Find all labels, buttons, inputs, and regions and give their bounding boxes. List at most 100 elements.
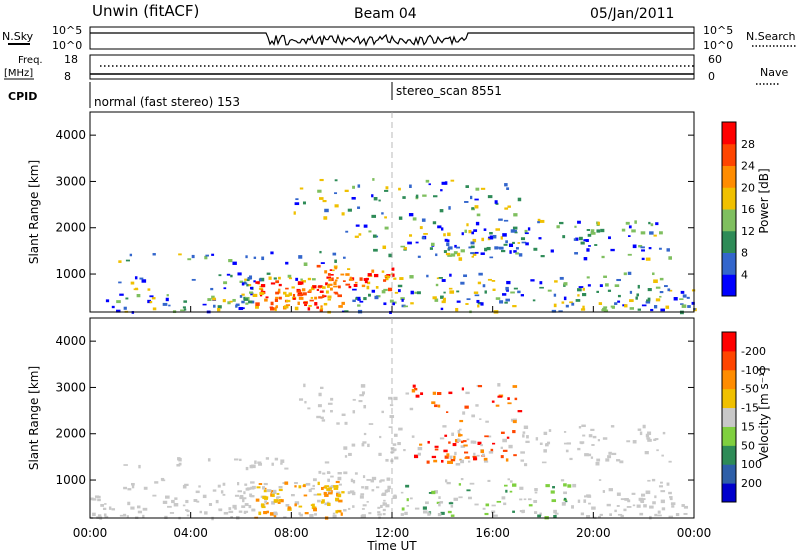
heatmap-cell	[653, 438, 657, 441]
heatmap-cell	[234, 494, 240, 497]
heatmap-cell	[669, 289, 673, 292]
heatmap-cell	[327, 492, 333, 495]
cpid-segment-1: normal (fast stereo) 153	[94, 95, 240, 109]
heatmap-cell	[642, 424, 646, 429]
heatmap-cell	[403, 247, 407, 250]
heatmap-cell	[446, 453, 450, 457]
heatmap-cell	[374, 295, 379, 300]
heatmap-cell	[208, 503, 213, 506]
heatmap-cell	[118, 260, 122, 263]
heatmap-cell	[241, 505, 246, 508]
heatmap-cell	[484, 247, 488, 252]
heatmap-cell	[434, 298, 439, 302]
heatmap-cell	[236, 482, 240, 486]
heatmap-cell	[495, 228, 501, 231]
heatmap-cell	[463, 274, 468, 278]
heatmap-cell	[406, 498, 409, 502]
heatmap-cell	[465, 185, 469, 188]
nave-tick-low: 0	[708, 70, 715, 83]
heatmap-cell	[498, 218, 503, 221]
heatmap-cell	[631, 229, 636, 233]
heatmap-cell	[243, 491, 246, 495]
heatmap-cell	[362, 441, 367, 444]
heatmap-cell	[261, 503, 265, 507]
heatmap-cell	[497, 395, 503, 398]
heatmap-cell	[431, 490, 436, 495]
heatmap-cell	[183, 300, 188, 303]
colorbar-tick-label: -50	[741, 383, 759, 396]
heatmap-cell	[599, 513, 603, 516]
heatmap-cell	[165, 495, 170, 499]
heatmap-cell	[450, 461, 453, 464]
heatmap-cell	[243, 282, 248, 285]
heatmap-cell	[664, 285, 668, 288]
heatmap-cell	[462, 440, 467, 443]
heatmap-cell	[269, 512, 274, 516]
heatmap-cell	[586, 229, 591, 231]
heatmap-cell	[491, 504, 496, 507]
heatmap-cell	[239, 458, 242, 462]
heatmap-cell	[303, 494, 308, 497]
heatmap-cell	[503, 484, 508, 487]
colorbar-tick-label: 16	[741, 203, 755, 216]
heatmap-cell	[412, 384, 416, 388]
heatmap-cell	[505, 298, 510, 302]
heatmap-cell	[654, 495, 657, 499]
heatmap-cell	[294, 503, 297, 507]
heatmap-cell	[473, 452, 476, 456]
heatmap-cell	[142, 514, 145, 519]
heatmap-cell	[470, 241, 475, 244]
heatmap-cell	[588, 502, 591, 505]
heatmap-cell	[284, 481, 289, 485]
heatmap-cell	[500, 446, 503, 449]
heatmap-cell	[605, 283, 609, 287]
heatmap-cell	[167, 505, 172, 508]
heatmap-cell	[431, 455, 437, 459]
y-tick-label: 3000	[55, 174, 86, 188]
heatmap-cell	[312, 484, 315, 487]
heatmap-cell	[337, 476, 342, 481]
heatmap-cell	[668, 256, 672, 260]
heatmap-cell	[654, 513, 658, 517]
heatmap-cell	[223, 511, 229, 515]
heatmap-cell	[541, 461, 547, 464]
heatmap-cell	[381, 270, 385, 273]
heatmap-cell	[273, 514, 277, 518]
heatmap-cell	[500, 431, 505, 434]
heatmap-cell	[103, 513, 107, 517]
heatmap-cell	[193, 499, 198, 502]
heatmap-cell	[429, 247, 433, 250]
heatmap-cell	[596, 290, 599, 293]
heatmap-cell	[588, 495, 591, 498]
heatmap-cell	[295, 198, 299, 201]
heatmap-cell	[332, 514, 337, 518]
heatmap-cell	[518, 253, 523, 257]
heatmap-cell	[149, 300, 153, 304]
heatmap-cell	[578, 286, 584, 288]
heatmap-cell	[430, 242, 435, 247]
heatmap-cell	[517, 410, 523, 413]
heatmap-cell	[565, 304, 569, 308]
heatmap-cell	[611, 452, 617, 456]
heatmap-cell	[325, 290, 329, 294]
heatmap-cell	[577, 294, 580, 297]
heatmap-cell	[138, 464, 141, 469]
heatmap-cell	[626, 440, 631, 443]
heatmap-cell	[655, 222, 659, 226]
heatmap-cell	[471, 207, 475, 210]
heatmap-cell	[571, 505, 575, 509]
heatmap-cell	[329, 269, 333, 271]
heatmap-cell	[126, 515, 129, 518]
heatmap-cell	[337, 471, 342, 475]
heatmap-cell	[432, 221, 437, 225]
heatmap-cell	[645, 301, 651, 304]
heatmap-cell	[318, 285, 323, 287]
heatmap-cell	[359, 495, 364, 499]
heatmap-cell	[652, 501, 656, 505]
heatmap-cell	[524, 229, 528, 234]
heatmap-cell	[328, 277, 332, 282]
heatmap-cell	[661, 454, 664, 457]
heatmap-cell	[90, 497, 94, 501]
heatmap-cell	[397, 442, 401, 446]
heatmap-cell	[388, 396, 393, 400]
